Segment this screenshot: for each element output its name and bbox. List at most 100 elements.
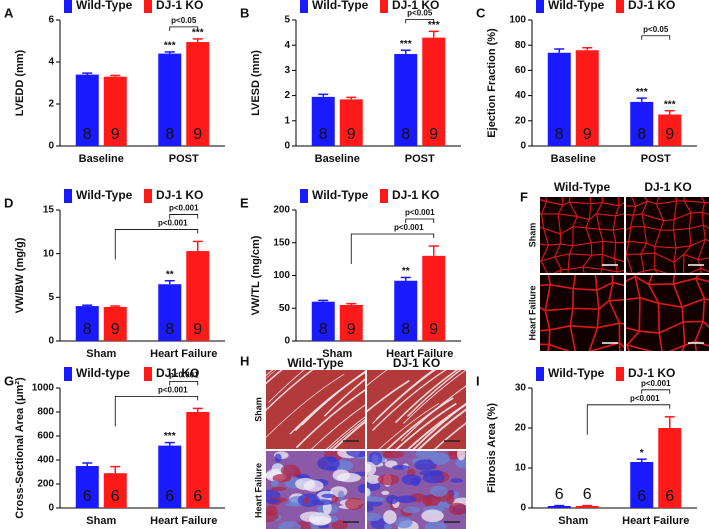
significance-bracket [405, 218, 435, 224]
y-tick-label: 400 [37, 455, 54, 466]
tissue-blob [401, 474, 422, 485]
significance-bracket [114, 396, 199, 427]
bar [158, 53, 182, 146]
significance-stars: *** [192, 28, 204, 39]
tissue-blob [346, 451, 365, 458]
tissue-streak [407, 370, 462, 417]
bracket-label: p<0.001 [641, 379, 671, 388]
x-tick-label: Baseline [79, 153, 124, 165]
micrograph [266, 451, 365, 529]
tissue-blob [383, 451, 405, 459]
y-tick-label: 0 [48, 336, 54, 347]
tissue-streak [268, 370, 305, 403]
tissue-blob [274, 453, 282, 463]
membrane-stain [540, 275, 624, 351]
tissue-blob [457, 451, 466, 461]
column-label: Wild-Type [287, 356, 344, 370]
bar [547, 506, 571, 508]
tissue-streak [407, 403, 466, 449]
column-label: DJ-1 KO [393, 356, 440, 370]
y-tick-label: 5 [284, 15, 290, 26]
n-label: 6 [555, 486, 564, 503]
bar [186, 42, 210, 146]
y-tick-label: 800 [37, 407, 54, 418]
significance-bracket [169, 26, 199, 31]
tissue-streak [332, 420, 365, 449]
x-tick-label: Heart Failure [150, 515, 217, 527]
n-label: 8 [401, 321, 410, 338]
tissue-streak [375, 370, 435, 420]
n-label: 8 [401, 126, 410, 143]
legend-label: Wild-Type [312, 0, 369, 12]
significance-stars: *** [400, 39, 412, 50]
bar [158, 445, 182, 508]
tissue-streak [295, 389, 365, 449]
y-tick-label: 30 [515, 383, 527, 394]
n-label: 9 [111, 321, 120, 338]
significance-bracket [405, 18, 435, 24]
x-tick-label: Baseline [551, 153, 596, 165]
tissue-blob [421, 509, 444, 523]
bar [186, 412, 210, 508]
y-tick-label: 4 [48, 57, 54, 68]
tissue-blob [448, 502, 466, 515]
tissue-blob [308, 512, 332, 526]
y-tick-label: 1 [284, 115, 290, 126]
tissue-blob [368, 451, 383, 466]
membrane-stain [540, 197, 624, 273]
significance-bracket [586, 404, 671, 435]
tissue-blob [336, 472, 361, 483]
significance-bracket [350, 233, 435, 265]
legend-label: DJ-1 KO [628, 366, 675, 380]
y-axis-title: LVESD (mm) [250, 50, 262, 116]
tissue-streak [378, 402, 440, 449]
bar [575, 50, 599, 146]
significance-stars: ** [402, 266, 410, 277]
tissue-blob [367, 461, 377, 476]
y-tick-label: 0 [284, 141, 290, 152]
bracket-label: p<0.001 [158, 386, 188, 395]
tissue-blob [337, 490, 345, 501]
legend-label: Wild-Type [76, 188, 133, 202]
tissue-blob [367, 512, 382, 522]
x-tick-label: Baseline [315, 153, 360, 165]
micrograph-cell [540, 275, 624, 351]
bar [75, 74, 99, 146]
x-tick-label: Heart Failure [622, 515, 689, 527]
bar [158, 284, 182, 341]
legend-swatch [144, 189, 152, 203]
bar [103, 473, 127, 508]
y-tick-label: 2 [284, 90, 290, 101]
micrograph [367, 370, 466, 449]
n-label: 6 [193, 488, 202, 505]
n-label: 8 [83, 126, 92, 143]
x-tick-label: Sham [322, 348, 352, 360]
tissue-blob [266, 498, 280, 504]
n-label: 9 [111, 126, 120, 143]
legend-label: Wild-Type [548, 0, 605, 12]
tissue-blob [311, 499, 334, 506]
n-label: 8 [165, 126, 174, 143]
y-tick-label: 0 [520, 141, 526, 152]
n-label: 8 [555, 126, 564, 143]
y-tick-label: 6 [48, 15, 54, 26]
tissue-blob [377, 474, 400, 486]
tissue-streak [367, 379, 410, 413]
panel-letter: I [476, 373, 480, 388]
tissue-blob [295, 477, 316, 491]
n-label: 6 [165, 488, 174, 505]
tissue-streak [433, 422, 466, 449]
y-tick-label: 100 [509, 15, 526, 26]
y-tick-label: 2 [48, 99, 54, 110]
tissue-blob [271, 480, 279, 488]
tissue-blob [392, 464, 410, 470]
column-label: Wild-Type [554, 180, 611, 194]
significance-bracket [169, 381, 199, 386]
tissue-blob [367, 500, 383, 507]
x-tick-label: Sham [86, 515, 116, 527]
y-tick-label: 1000 [32, 383, 55, 394]
tissue-blob [357, 484, 365, 494]
y-axis-title: Ejection Fraction (%) [486, 28, 498, 138]
tissue-blob [422, 496, 430, 505]
tissue-blob [302, 497, 310, 505]
